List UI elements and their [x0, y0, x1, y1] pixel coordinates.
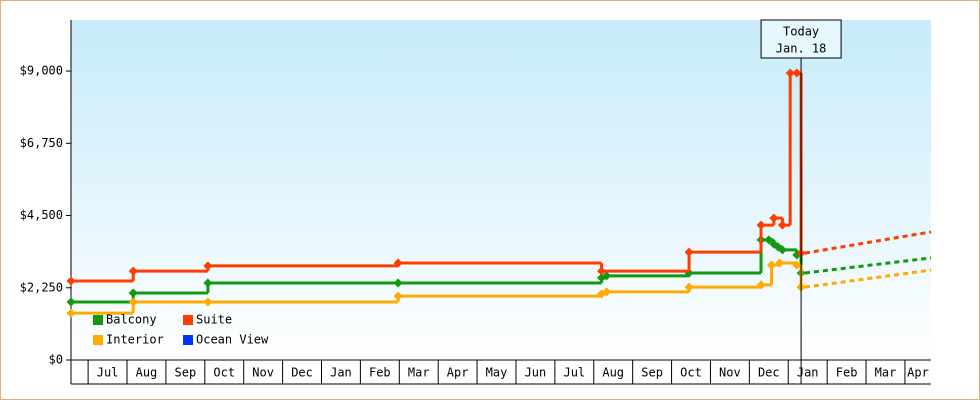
price-point: [767, 260, 777, 270]
x-tick-label: Dec: [291, 366, 313, 380]
price-point: [66, 297, 76, 307]
x-tick-label: Oct: [680, 366, 702, 380]
x-tick-label: Sep: [641, 366, 663, 380]
today-label: Jan. 18: [776, 42, 827, 56]
legend-swatch: [93, 315, 103, 325]
price-point: [777, 220, 787, 230]
x-tick-label: Jun: [525, 366, 547, 380]
price-point: [792, 68, 802, 78]
price-point: [393, 278, 403, 288]
legend-label: Suite: [196, 313, 232, 327]
price-point: [393, 291, 403, 301]
y-tick-label: $9,000: [20, 64, 63, 78]
legend-swatch: [183, 315, 193, 325]
x-tick-label: Mar: [408, 366, 430, 380]
legend-swatch: [183, 335, 193, 345]
price-point: [203, 297, 213, 307]
x-tick-label: Jul: [563, 366, 585, 380]
today-box: [760, 19, 842, 59]
x-tick-label: Feb: [369, 366, 391, 380]
x-tick-label: Jan: [330, 366, 352, 380]
x-tick-label: Mar: [875, 366, 897, 380]
price-point: [792, 260, 802, 270]
price-point: [785, 68, 795, 78]
x-tick-label: Feb: [836, 366, 858, 380]
legend-label: Interior: [106, 333, 164, 347]
price-point: [756, 280, 766, 290]
x-tick-label: Oct: [213, 366, 235, 380]
price-point: [602, 287, 612, 297]
x-tick-label: Dec: [758, 366, 780, 380]
x-tick-label: Jul: [97, 366, 119, 380]
price-point: [769, 213, 779, 223]
x-tick-label: Apr: [447, 366, 469, 380]
legend-label: Balcony: [106, 313, 157, 327]
y-tick-label: $2,250: [20, 280, 63, 294]
x-tick-label: Aug: [602, 366, 624, 380]
x-tick-label: Jan: [797, 366, 819, 380]
y-tick-label: $0: [49, 353, 63, 367]
price-point: [775, 258, 785, 268]
x-tick-label: Sep: [175, 366, 197, 380]
forecast-line: [804, 230, 932, 255]
y-tick-label: $6,750: [20, 136, 63, 150]
price-point: [684, 282, 694, 292]
today-label: Today: [783, 25, 819, 39]
price-point: [393, 258, 403, 268]
forecast-line: [804, 256, 932, 275]
price-point: [203, 261, 213, 271]
price-point: [128, 288, 138, 298]
legend-label: Ocean View: [196, 333, 269, 347]
price-point: [756, 220, 766, 230]
price-point: [597, 266, 607, 276]
price-point: [764, 235, 774, 245]
x-tick-label: May: [486, 366, 508, 380]
x-tick-label: Nov: [719, 366, 741, 380]
x-tick-label: Apr: [907, 366, 929, 380]
price-point: [128, 297, 138, 307]
price-point: [128, 266, 138, 276]
price-point: [203, 278, 213, 288]
price-point: [684, 247, 694, 257]
x-tick-label: Nov: [252, 366, 274, 380]
forecast-line: [804, 268, 932, 289]
y-tick-label: $4,500: [20, 208, 63, 222]
price-point: [66, 276, 76, 286]
price-point: [602, 271, 612, 281]
x-tick-label: Aug: [136, 366, 158, 380]
legend-swatch: [93, 335, 103, 345]
price-point: [777, 245, 787, 255]
price-point: [66, 308, 76, 318]
